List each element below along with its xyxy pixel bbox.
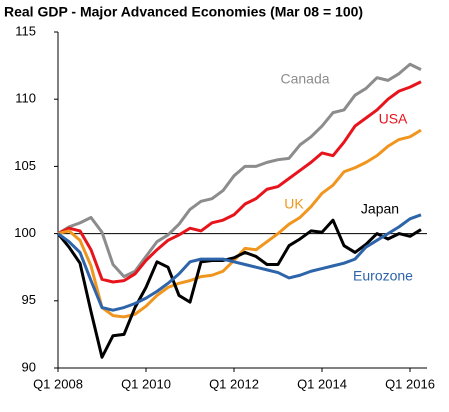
x-tick-label: Q1 2014 (297, 376, 347, 391)
y-tick-label: 105 (14, 158, 36, 173)
y-tick-label: 90 (22, 359, 36, 374)
series-label: Canada (280, 71, 329, 87)
series-line (57, 128, 422, 319)
x-tick-label: Q1 2010 (121, 376, 171, 391)
x-tick-label: Q1 2012 (209, 376, 259, 391)
y-tick-label: 115 (15, 23, 36, 38)
series-line (56, 218, 422, 359)
x-tick-label: Q1 2008 (33, 376, 83, 391)
series-line (57, 80, 422, 284)
series-line (57, 213, 422, 312)
series-label: Eurozone (353, 268, 413, 284)
y-tick-label: 110 (15, 91, 36, 106)
y-tick-label: 100 (14, 225, 36, 240)
x-tick-label: Q1 2016 (385, 376, 435, 391)
series-label: UK (284, 196, 304, 212)
series-line (57, 62, 422, 279)
y-tick-label: 95 (22, 292, 36, 307)
series-label: Japan (361, 201, 399, 217)
chart-title: Real GDP - Major Advanced Economies (Mar… (4, 4, 363, 20)
series-label: USA (379, 111, 408, 127)
